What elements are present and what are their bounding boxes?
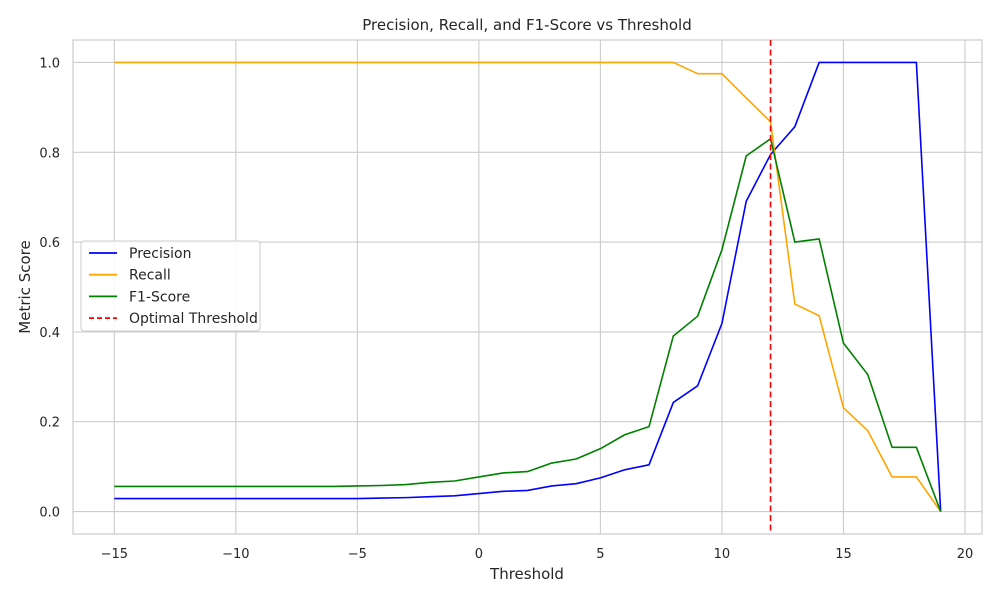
y-tick-label: 0.0 — [39, 506, 60, 521]
x-tick-label: 5 — [596, 547, 604, 562]
x-tick-label: −5 — [348, 547, 367, 562]
x-tick-label: 15 — [835, 547, 852, 562]
x-tick-label: −10 — [222, 547, 249, 562]
x-tick-label: −15 — [101, 547, 128, 562]
x-axis-label: Threshold — [489, 565, 564, 583]
y-tick-labels: 0.0 0.2 0.4 0.6 0.8 1.0 — [39, 56, 60, 520]
y-axis-label: Metric Score — [16, 240, 34, 333]
y-tick-label: 1.0 — [39, 56, 60, 71]
y-tick-label: 0.8 — [39, 146, 60, 161]
legend-label: Recall — [129, 268, 171, 284]
legend-box — [80, 240, 261, 332]
series-lines — [114, 40, 942, 534]
series-line-recall — [114, 61, 942, 513]
x-tick-label: 10 — [714, 547, 731, 562]
legend-label: Optimal Threshold — [129, 311, 258, 327]
x-tick-labels: −15 −10 −5 0 5 10 15 20 — [101, 547, 974, 562]
legend: Precision Recall F1-Score Optimal Threshold — [80, 240, 261, 332]
chart-title: Precision, Recall, and F1-Score vs Thres… — [362, 16, 692, 34]
plot-frame — [72, 39, 983, 535]
y-tick-label: 0.6 — [39, 236, 60, 251]
y-tick-label: 0.4 — [39, 326, 60, 341]
legend-label: Precision — [129, 246, 191, 262]
legend-label: F1-Score — [129, 289, 190, 305]
y-tick-label: 0.2 — [39, 416, 60, 431]
series-line-precision — [114, 61, 942, 512]
x-tick-label: 0 — [475, 547, 483, 562]
x-tick-label: 20 — [957, 547, 974, 562]
series-line-f1-score — [114, 138, 942, 512]
